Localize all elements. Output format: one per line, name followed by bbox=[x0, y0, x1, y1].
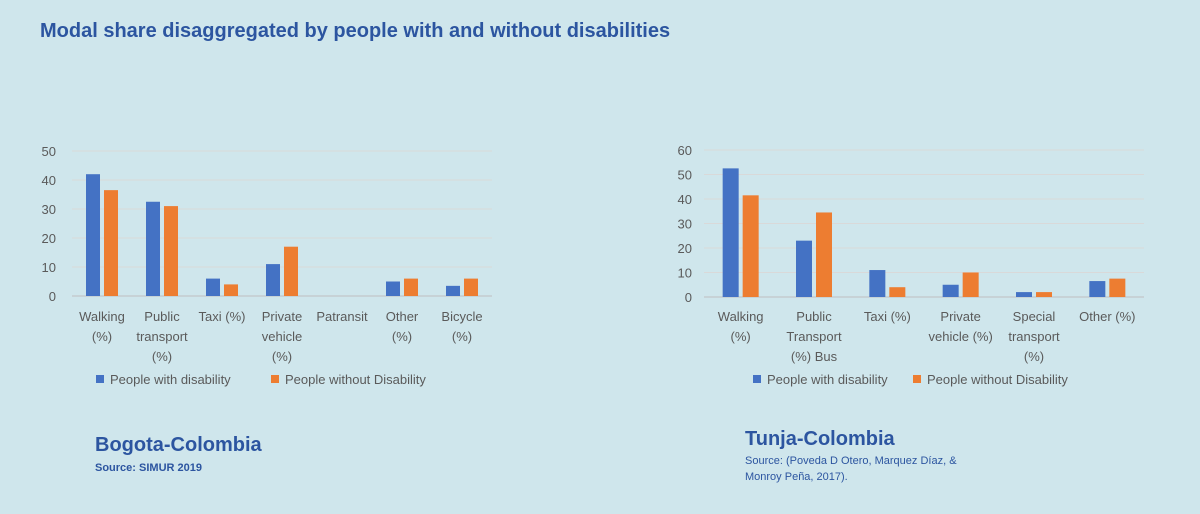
bogota-y-tick-label: 40 bbox=[42, 173, 56, 188]
bogota-bar-with-disability bbox=[446, 285, 460, 296]
tunja-y-tick-label: 50 bbox=[678, 168, 692, 183]
bogota-bar-with-disability bbox=[206, 278, 220, 296]
tunja-source-line-2: Monroy Peña, 2017). bbox=[745, 471, 848, 483]
tunja-bar-with-disability bbox=[869, 270, 886, 297]
bogota-category-label: (%) bbox=[92, 329, 112, 344]
tunja-city-label: Tunja-Colombia bbox=[745, 428, 895, 450]
bogota-category-label: Patransit bbox=[316, 309, 368, 324]
tunja-y-tick-label: 40 bbox=[678, 192, 692, 207]
tunja-y-tick-label: 10 bbox=[678, 266, 692, 281]
tunja-bar-without-disability bbox=[1036, 292, 1052, 297]
page-title: Modal share disaggregated by people with… bbox=[40, 20, 671, 42]
tunja-bar-without-disability bbox=[816, 212, 832, 297]
tunja-category-label: Other (%) bbox=[1079, 309, 1135, 324]
tunja-category-label: Transport bbox=[786, 329, 842, 344]
tunja-y-tick-label: 0 bbox=[685, 290, 692, 305]
tunja-y-tick-label: 20 bbox=[678, 241, 692, 256]
tunja-bar-with-disability bbox=[1016, 292, 1032, 297]
tunja-legend-swatch-without bbox=[913, 375, 921, 383]
tunja-bar-without-disability bbox=[889, 287, 906, 297]
tunja-category-label: Special bbox=[1013, 309, 1056, 324]
bogota-category-label: (%) bbox=[272, 349, 292, 364]
tunja-y-tick-label: 30 bbox=[678, 217, 692, 232]
tunja-category-label: Private bbox=[940, 309, 980, 324]
bogota-y-tick-label: 0 bbox=[49, 289, 56, 304]
tunja-category-label: vehicle (%) bbox=[929, 329, 993, 344]
bogota-legend-swatch-with bbox=[96, 375, 104, 383]
bogota-y-tick-label: 30 bbox=[42, 202, 56, 217]
tunja-bar-with-disability bbox=[796, 240, 812, 297]
bogota-bar-with-disability bbox=[266, 264, 280, 296]
bogota-bar-without-disability bbox=[224, 284, 238, 296]
bogota-bar-with-disability bbox=[386, 281, 400, 296]
tunja-legend-swatch-with bbox=[753, 375, 761, 383]
tunja-category-label: transport bbox=[1008, 329, 1060, 344]
bogota-bar-without-disability bbox=[164, 206, 178, 296]
bogota-bar-with-disability bbox=[146, 201, 160, 296]
tunja-bar-with-disability bbox=[1089, 281, 1106, 297]
tunja-category-label: (%) bbox=[731, 329, 751, 344]
tunja-legend-label-with: People with disability bbox=[767, 372, 888, 387]
bogota-bar-without-disability bbox=[104, 190, 118, 296]
bogota-category-label: (%) bbox=[452, 329, 472, 344]
tunja-category-label: (%) Bus bbox=[791, 349, 838, 364]
bogota-source: Source: SIMUR 2019 bbox=[95, 462, 202, 474]
bogota-category-label: transport bbox=[136, 329, 188, 344]
tunja-category-label: Taxi (%) bbox=[864, 309, 911, 324]
bogota-bar-without-disability bbox=[404, 278, 418, 296]
bogota-category-label: (%) bbox=[152, 349, 172, 364]
bogota-y-tick-label: 10 bbox=[42, 260, 56, 275]
tunja-legend-label-without: People without Disability bbox=[927, 372, 1068, 387]
bogota-bar-without-disability bbox=[284, 246, 298, 296]
bogota-y-tick-label: 20 bbox=[42, 231, 56, 246]
bogota-category-label: Private bbox=[262, 309, 302, 324]
tunja-category-label: (%) bbox=[1024, 349, 1044, 364]
tunja-bar-without-disability bbox=[1109, 278, 1126, 297]
bogota-category-label: Public bbox=[144, 309, 180, 324]
bogota-legend-label-with: People with disability bbox=[110, 372, 231, 387]
bogota-bar-with-disability bbox=[86, 174, 100, 296]
tunja-bar-with-disability bbox=[942, 284, 959, 297]
tunja-source-line-1: Source: (Poveda D Otero, Marquez Díaz, & bbox=[745, 455, 957, 467]
bogota-category-label: Walking bbox=[79, 309, 125, 324]
tunja-category-label: Public bbox=[796, 309, 832, 324]
bogota-category-label: Taxi (%) bbox=[199, 309, 246, 324]
bogota-category-label: (%) bbox=[392, 329, 412, 344]
bogota-category-label: Other bbox=[386, 309, 419, 324]
tunja-bar-with-disability bbox=[722, 168, 739, 297]
bogota-category-label: vehicle bbox=[262, 329, 302, 344]
tunja-category-label: Walking bbox=[718, 309, 764, 324]
bogota-bar-without-disability bbox=[464, 278, 478, 296]
tunja-bar-without-disability bbox=[962, 272, 979, 297]
bogota-y-tick-label: 50 bbox=[42, 144, 56, 159]
bogota-category-label: Bicycle bbox=[441, 309, 482, 324]
bogota-legend-swatch-without bbox=[271, 375, 279, 383]
bogota-legend-label-without: People without Disability bbox=[285, 372, 426, 387]
tunja-bar-without-disability bbox=[742, 195, 759, 297]
bogota-city-label: Bogota-Colombia bbox=[95, 434, 262, 456]
tunja-y-tick-label: 60 bbox=[678, 143, 692, 158]
